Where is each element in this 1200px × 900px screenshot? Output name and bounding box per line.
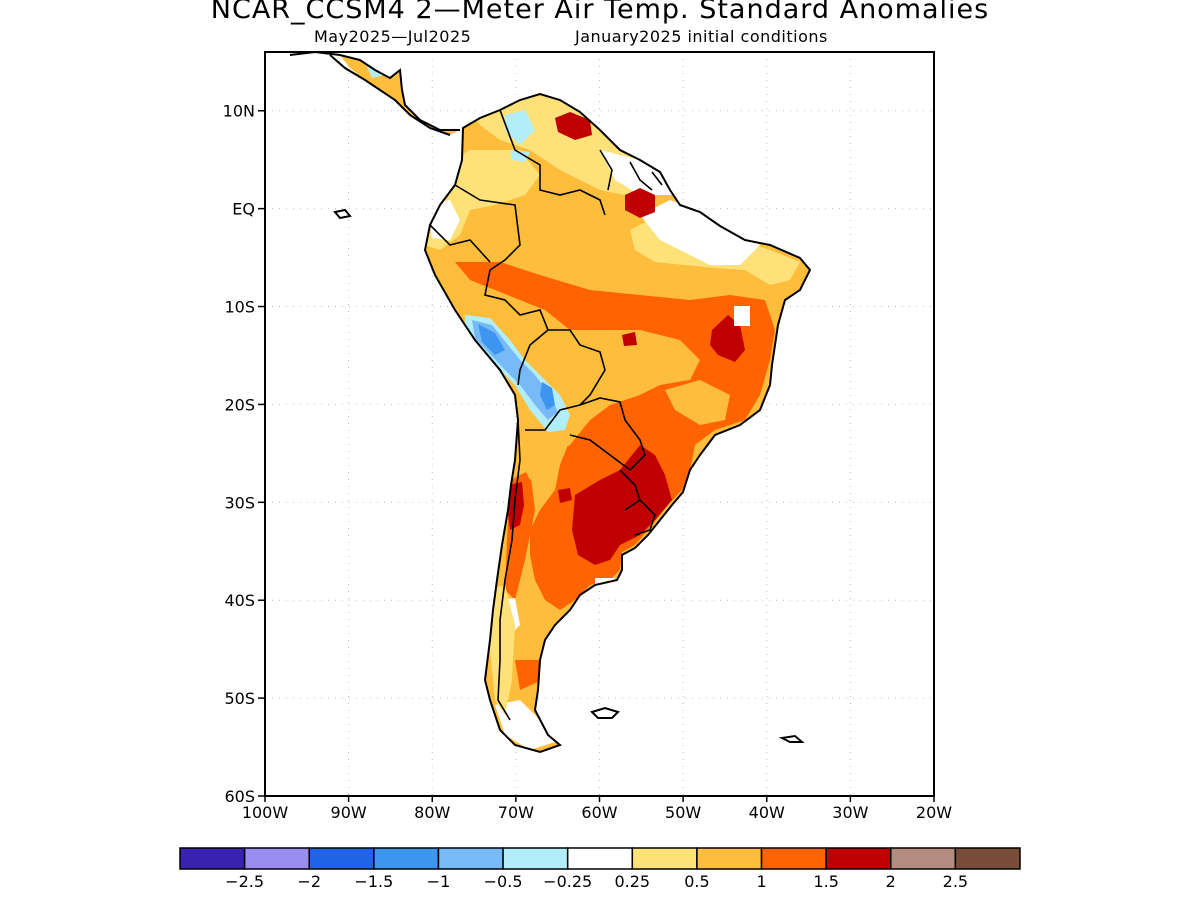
colorbar-label: 1.5: [813, 872, 838, 891]
anomaly-lightblue-venezuela: [510, 150, 530, 162]
colorbar: [179, 847, 1021, 870]
coastlines: [289, 52, 812, 754]
lon-tick-label: 100W: [242, 803, 289, 822]
colorbar-label: −0.25: [543, 872, 592, 891]
anomaly-white-ne-cell: [734, 306, 750, 326]
border-colombia-south: [454, 184, 521, 271]
lon-tick-label: 40W: [749, 803, 785, 822]
lat-tick-label: 20S: [224, 395, 255, 414]
colorbar-swatch-8: [696, 847, 763, 870]
lon-tick-label: 30W: [832, 803, 868, 822]
border-bolivia-brazil: [548, 329, 606, 406]
colorbar-swatch-4: [437, 847, 504, 870]
longitude-axis: 100W 90W 80W 70W 60W 50W 40W 30W 20W: [242, 796, 952, 822]
colorbar-label: −1: [427, 872, 451, 891]
border-paraguay: [569, 397, 646, 472]
coastline-south-america: [423, 92, 812, 754]
anomaly-orange-central: [455, 262, 775, 610]
border-brazil-argentina: [619, 469, 641, 501]
colorbar-swatch-12: [954, 847, 1021, 870]
lat-tick-label: 60S: [224, 787, 255, 806]
lon-tick-label: 70W: [498, 803, 534, 822]
lon-tick-label: 90W: [331, 803, 367, 822]
coastline-galapagos: [333, 208, 352, 220]
coastline-falklands: [590, 706, 620, 719]
colorbar-swatch-11: [890, 847, 957, 870]
coastline-central-america: [289, 52, 460, 131]
anomaly-blue-peru: [478, 324, 505, 355]
colorbar-label: −0.5: [484, 872, 523, 891]
colorbar-labels: −2.5 −2 −1.5 −1 −0.5 −0.25 0.25 0.5 1 1.5 2 2.5: [225, 872, 968, 891]
border-colombia-venezuela: [499, 109, 606, 216]
lon-tick-label: 80W: [414, 803, 450, 822]
colorbar-swatch-3: [373, 847, 440, 870]
map-title: NCAR_CCSM4 2—Meter Air Temp. Standard An…: [210, 0, 990, 25]
coastline-ca-pacific: [329, 54, 451, 136]
border-bolivia-south: [525, 404, 581, 431]
anomaly-red-bolivia: [622, 332, 637, 346]
anomaly-white-tierradelfuego: [495, 700, 555, 750]
colorbar-label: 2.5: [943, 872, 968, 891]
colorbar-swatch-10: [825, 847, 892, 870]
border-argentina-chile: [497, 419, 521, 721]
colorbar-swatch-0: [179, 847, 246, 870]
lat-tick-label: 10S: [224, 298, 255, 317]
anomaly-white-ne: [640, 200, 760, 265]
border-guianas: [599, 149, 663, 191]
anomaly-lightorange-south: [520, 410, 590, 480]
colorbar-label: 1: [756, 872, 766, 891]
colorbar-label: 0.5: [684, 872, 709, 891]
colorbar-swatch-9: [760, 847, 827, 870]
border-peru-bolivia: [517, 329, 549, 386]
anomaly-red-plata: [572, 445, 672, 565]
colorbar-swatch-1: [243, 847, 310, 870]
anomaly-lightblue-colombia: [505, 110, 535, 145]
colorbar-swatch-5: [502, 847, 569, 870]
lat-tick-label: 10N: [223, 102, 255, 121]
lon-tick-label: 50W: [665, 803, 701, 822]
initial-conditions-subtitle: January2025 initial conditions: [575, 27, 828, 46]
latitude-axis: 10N EQ 10S 20S 30S 40S 50S 60S: [223, 102, 265, 806]
border-peru-brazil: [484, 269, 549, 331]
lon-tick-label: 60W: [581, 803, 617, 822]
lat-tick-label: 50S: [224, 689, 255, 708]
border-ecuador-peru: [429, 224, 491, 263]
anomaly-red-argentina: [558, 488, 572, 503]
lat-tick-label: 30S: [224, 493, 255, 512]
anomaly-red-venezuela: [555, 112, 592, 140]
anomaly-red-brazil-ne: [710, 315, 745, 362]
anomaly-red-guiana: [625, 188, 655, 218]
coastline-south-georgia: [778, 734, 805, 743]
anomaly-field: [340, 55, 810, 752]
colorbar-label: 2: [886, 872, 896, 891]
colorbar-swatch-6: [566, 847, 634, 870]
colorbar-label: −2: [297, 872, 321, 891]
colorbar-swatch-7: [631, 847, 698, 870]
lon-tick-label: 20W: [916, 803, 952, 822]
anomaly-orange-patagonia: [515, 660, 542, 690]
country-borders: [429, 109, 663, 721]
anomaly-red-chile: [507, 482, 524, 530]
colorbar-swatch-2: [308, 847, 375, 870]
forecast-period-subtitle: May2025—Jul2025: [314, 27, 472, 46]
colorbar-label: −2.5: [225, 872, 264, 891]
anomaly-yellow-southchile: [488, 585, 515, 715]
lat-tick-label: 40S: [224, 591, 255, 610]
anomaly-blue-bolivia: [540, 382, 555, 410]
lat-tick-label: EQ: [232, 200, 255, 219]
colorbar-label: 0.25: [614, 872, 650, 891]
colorbar-label: −1.5: [354, 872, 393, 891]
anomaly-lightorange-midwest: [665, 380, 730, 425]
border-uruguay: [624, 498, 656, 536]
